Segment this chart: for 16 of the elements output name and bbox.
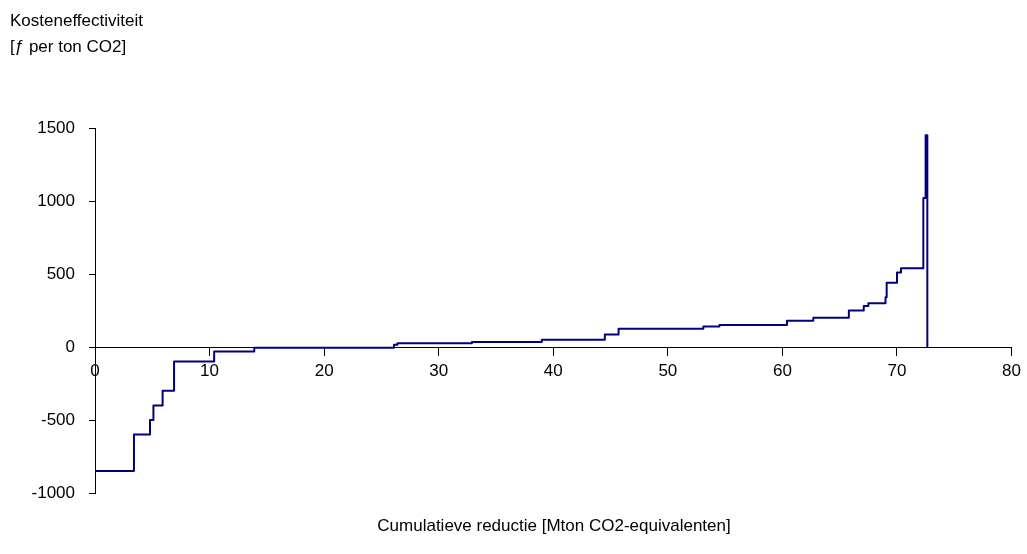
x-tick-label: 10 [200,360,220,380]
x-tick-label: 50 [658,360,678,380]
x-tick-label: 80 [1002,360,1022,380]
x-tick-label: 30 [429,360,449,380]
y-tick-label: -1000 [31,482,75,502]
y-tick-label: 1000 [37,190,75,210]
y-axis-title: Kosteneffectiviteit [ƒ per ton CO2] [10,10,143,58]
x-tick-label: 70 [887,360,907,380]
y-tick-label: 0 [65,336,75,356]
x-axis-title: Cumulatieve reductie [Mton CO2-equivalenten] [376,516,732,536]
y-tick-label: -500 [40,409,75,429]
x-tick-label: 40 [543,360,563,380]
y-tick-label: 500 [46,263,75,283]
y-tick-label: 1500 [37,117,75,137]
x-tick-label: 60 [772,360,792,380]
x-tick-label: 20 [314,360,334,380]
